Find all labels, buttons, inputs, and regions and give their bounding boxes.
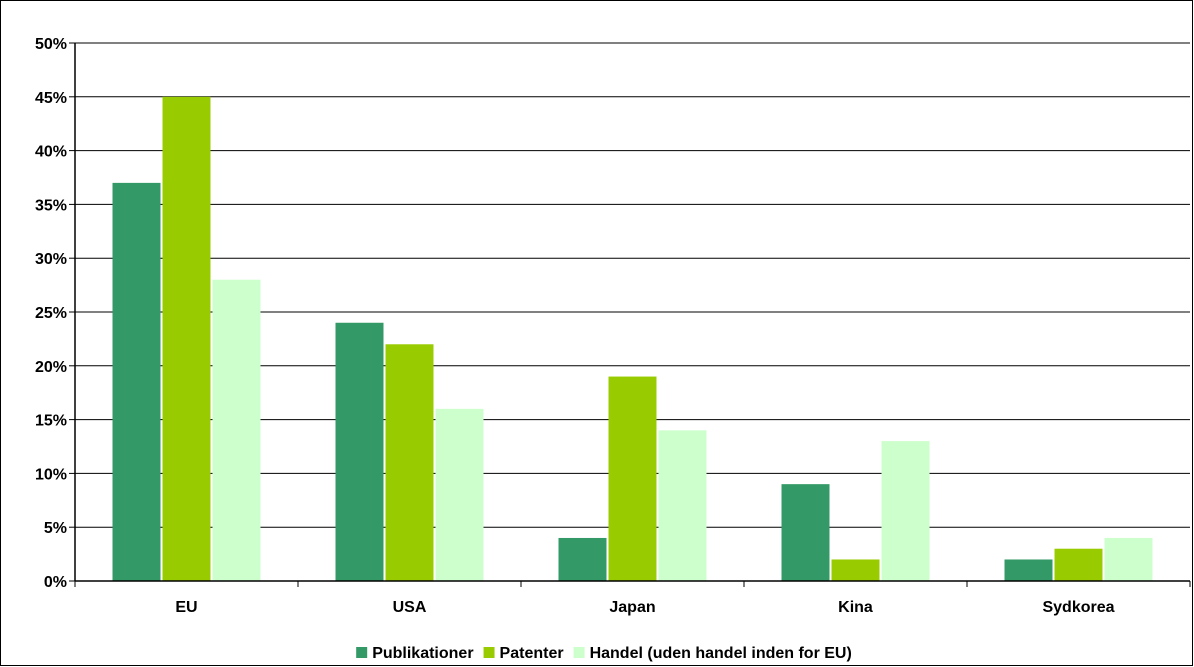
y-tick-label: 5% [44,520,67,537]
bar-publikationer-kina [781,484,830,581]
y-tick-label: 15% [35,413,67,430]
axes [69,42,1191,587]
bar-publikationer-usa [335,322,384,581]
y-tick-label: 20% [35,359,67,376]
bar-patenter-eu [162,96,211,582]
legend-label: Handel (uden handel inden for EU) [590,645,852,662]
bar-handel-kina [881,441,930,581]
x-category-label: Sydkorea [1042,599,1114,616]
y-tick-label: 10% [35,466,67,483]
y-tick-label: 25% [35,305,67,322]
y-tick-labels: 0% 5% 10% 15% 20% 25% 30% 35% 40% 45% 50% [35,36,67,591]
bar-handel-eu [212,279,261,581]
bars [112,96,1153,582]
x-category-label: USA [393,599,427,616]
x-category-labels: EU USA Japan Kina Sydkorea [175,599,1114,616]
x-category-label: EU [175,599,197,616]
legend-swatch [356,647,368,658]
bar-handel-japan [658,430,707,581]
bar-publikationer-sydkorea [1004,559,1053,581]
y-tick-label: 40% [35,144,67,161]
bar-publikationer-eu [112,182,161,581]
y-tick-label: 35% [35,197,67,214]
bar-publikationer-japan [558,537,607,581]
bar-handel-sydkorea [1104,537,1153,581]
bar-patenter-japan [608,376,657,581]
legend-swatch [483,647,495,658]
legend-swatch [573,647,585,658]
bar-patenter-kina [831,559,880,581]
bar-handel-usa [435,408,484,581]
x-category-label: Kina [838,599,873,616]
legend: Publikationer Patenter Handel (uden handel… [356,645,852,662]
y-tick-label: 0% [44,574,67,591]
y-tick-label: 30% [35,251,67,268]
legend-label: Publikationer [372,645,473,662]
legend-label: Patenter [500,645,564,662]
x-category-label: Japan [609,599,655,616]
y-tick-label: 50% [35,36,67,53]
bar-patenter-sydkorea [1054,548,1103,581]
gridlines [75,42,1190,528]
y-tick-label: 45% [35,90,67,107]
bar-patenter-usa [385,344,434,581]
